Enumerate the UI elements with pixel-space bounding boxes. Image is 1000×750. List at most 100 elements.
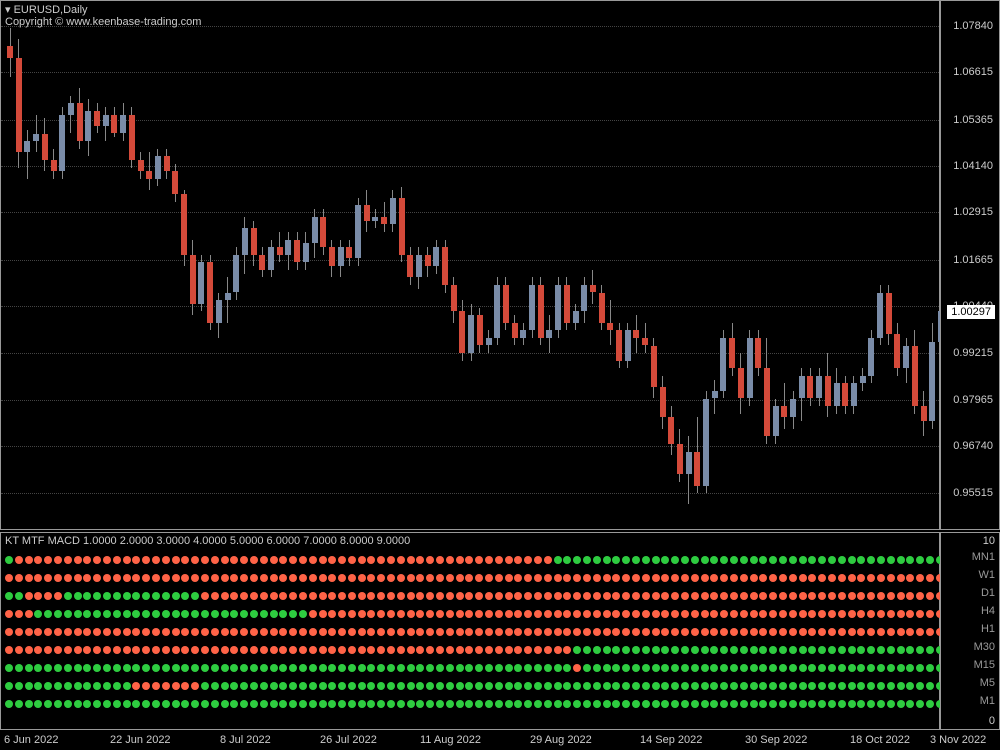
indicator-dot	[661, 628, 669, 636]
indicator-dot	[93, 646, 101, 654]
indicator-dot	[465, 574, 473, 582]
indicator-dot	[103, 664, 111, 672]
indicator-dot	[505, 610, 513, 618]
candle-body	[399, 198, 405, 255]
candle-body	[581, 285, 587, 312]
indicator-dot	[446, 646, 454, 654]
indicator-dot	[64, 556, 72, 564]
indicator-dot	[221, 574, 229, 582]
indicator-dot	[123, 682, 131, 690]
indicator-dot	[485, 646, 493, 654]
indicator-dot	[426, 556, 434, 564]
candle-body	[242, 228, 248, 255]
indicator-dot	[407, 628, 415, 636]
indicator-dot	[818, 682, 826, 690]
indicator-dot	[838, 700, 846, 708]
indicator-dot	[397, 700, 405, 708]
indicator-dot	[857, 682, 865, 690]
candle-body	[320, 217, 326, 247]
candlestick-area[interactable]	[1, 1, 939, 529]
indicator-dot	[475, 664, 483, 672]
indicator-dot	[838, 574, 846, 582]
candle-body	[729, 338, 735, 368]
indicator-dot	[475, 682, 483, 690]
indicator-dot	[593, 664, 601, 672]
indicator-dot	[132, 646, 140, 654]
candle-body	[764, 368, 770, 436]
indicator-dot	[240, 556, 248, 564]
indicator-panel[interactable]: KT MTF MACD 1.0000 2.0000 3.0000 4.0000 …	[0, 532, 940, 730]
indicator-dot	[740, 592, 748, 600]
indicator-dot	[750, 646, 758, 654]
indicator-dot	[367, 682, 375, 690]
indicator-dot	[191, 646, 199, 654]
indicator-dot	[514, 664, 522, 672]
indicator-dot	[544, 646, 552, 654]
indicator-dot	[524, 700, 532, 708]
indicator-dot	[926, 556, 934, 564]
indicator-dot	[612, 592, 620, 600]
indicator-dot	[563, 628, 571, 636]
indicator-dot	[221, 700, 229, 708]
indicator-dot	[887, 556, 895, 564]
indicator-dot	[642, 700, 650, 708]
indicator-dot	[319, 646, 327, 654]
indicator-axis: MN1W1D1H4H1M30M15M5M1100	[940, 532, 1000, 730]
indicator-dot	[358, 556, 366, 564]
indicator-dot	[211, 556, 219, 564]
indicator-dot	[358, 664, 366, 672]
indicator-dot	[848, 628, 856, 636]
indicator-dot	[74, 610, 82, 618]
candle-body	[599, 293, 605, 323]
indicator-dot	[191, 682, 199, 690]
price-chart-panel[interactable]: ▾ EURUSD,Daily Copyright © www.keenbase-…	[0, 0, 940, 530]
indicator-dot	[848, 556, 856, 564]
timeframe-label: H1	[981, 623, 995, 635]
indicator-dot	[652, 574, 660, 582]
indicator-dot	[162, 628, 170, 636]
indicator-dot	[848, 664, 856, 672]
indicator-dot	[897, 592, 905, 600]
indicator-dot	[799, 556, 807, 564]
indicator-dot	[769, 610, 777, 618]
indicator-dot	[926, 574, 934, 582]
indicator-dot	[642, 664, 650, 672]
candle-body	[651, 346, 657, 388]
indicator-dot	[113, 556, 121, 564]
indicator-dot	[779, 646, 787, 654]
timeframe-label: M15	[974, 659, 995, 671]
timeframe-label: H4	[981, 605, 995, 617]
indicator-dot	[632, 628, 640, 636]
indicator-dot	[857, 592, 865, 600]
dropdown-arrow-icon[interactable]: ▾	[5, 4, 11, 16]
indicator-dot	[887, 664, 895, 672]
indicator-dot	[397, 682, 405, 690]
indicator-dot	[367, 664, 375, 672]
indicator-dot	[181, 682, 189, 690]
indicator-scale-bottom: 0	[989, 715, 995, 727]
indicator-dot	[289, 574, 297, 582]
indicator-dot	[54, 574, 62, 582]
indicator-dot	[897, 574, 905, 582]
indicator-dot	[426, 664, 434, 672]
indicator-dot	[142, 574, 150, 582]
indicator-dot	[769, 628, 777, 636]
candle-body	[633, 330, 639, 338]
indicator-dot	[622, 592, 630, 600]
candle-body	[555, 285, 561, 330]
indicator-row	[5, 571, 937, 585]
indicator-dot	[289, 646, 297, 654]
indicator-dot	[622, 682, 630, 690]
indicator-dot	[142, 628, 150, 636]
indicator-dot	[446, 628, 454, 636]
indicator-dot	[671, 700, 679, 708]
indicator-dot	[632, 592, 640, 600]
indicator-dot	[661, 682, 669, 690]
candle-body	[181, 194, 187, 255]
indicator-dot	[162, 574, 170, 582]
indicator-dot	[789, 682, 797, 690]
indicator-dot	[338, 556, 346, 564]
indicator-dot	[270, 556, 278, 564]
indicator-dot	[485, 610, 493, 618]
indicator-dot	[162, 664, 170, 672]
